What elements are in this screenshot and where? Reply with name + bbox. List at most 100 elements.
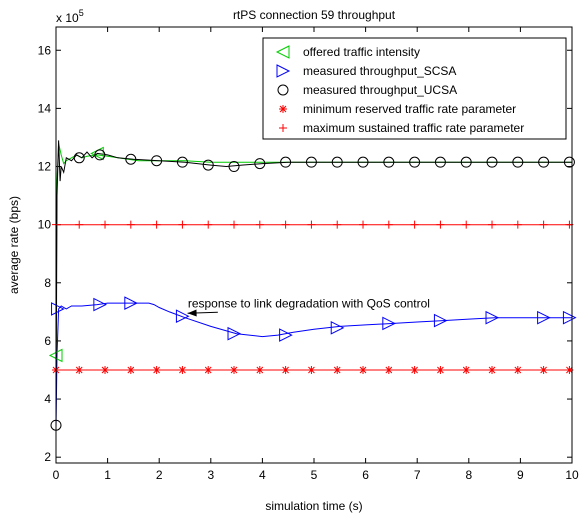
legend-marker-measured-throughput-ucsa xyxy=(277,84,289,96)
x-tick-label: 2 xyxy=(156,468,163,482)
series-marker-measured-throughput-ucsa xyxy=(305,156,317,168)
plot-frame xyxy=(55,26,573,464)
x-tick-label: 10 xyxy=(565,468,579,482)
legend-marker-minimum-reserved-traffic-rate-parameter xyxy=(279,105,287,113)
series-marker-minimum-reserved-traffic-rate-parameter xyxy=(152,365,161,374)
series-markers xyxy=(48,146,577,431)
y-axis-label: average rate (bps) xyxy=(7,196,21,294)
series-marker-minimum-reserved-traffic-rate-parameter xyxy=(281,365,290,374)
series-marker-measured-throughput-ucsa xyxy=(434,156,446,168)
series-marker-maximum-sustained-traffic-rate-parameter xyxy=(410,220,419,229)
series-marker-maximum-sustained-traffic-rate-parameter xyxy=(488,220,497,229)
series-marker-measured-throughput-scsa xyxy=(330,321,345,335)
series-marker-minimum-reserved-traffic-rate-parameter xyxy=(101,365,110,374)
series-marker-minimum-reserved-traffic-rate-parameter xyxy=(230,365,239,374)
y-axis-ticks: 2 4 6 8 10 12 14 16 xyxy=(38,43,572,464)
series-marker-measured-throughput-scsa xyxy=(93,297,107,312)
series-marker-measured-throughput-ucsa xyxy=(228,161,240,173)
series-marker-maximum-sustained-traffic-rate-parameter xyxy=(75,220,84,229)
series-marker-measured-throughput-ucsa xyxy=(280,156,292,168)
x-tick-label: 4 xyxy=(259,468,266,482)
series-marker-measured-throughput-ucsa xyxy=(486,156,498,168)
series-marker-measured-throughput-ucsa xyxy=(125,153,137,165)
x-axis-label: simulation time (s) xyxy=(265,499,362,513)
x-tick-label: 7 xyxy=(414,468,421,482)
series-marker-maximum-sustained-traffic-rate-parameter xyxy=(513,220,522,229)
legend-label: maximum sustained traffic rate parameter xyxy=(303,121,524,135)
series-marker-measured-throughput-ucsa xyxy=(151,155,163,167)
series-marker-maximum-sustained-traffic-rate-parameter xyxy=(359,220,368,229)
series-marker-maximum-sustained-traffic-rate-parameter xyxy=(255,220,264,229)
y-tick-label: 8 xyxy=(44,276,51,290)
series-marker-minimum-reserved-traffic-rate-parameter xyxy=(539,365,548,374)
series-marker-maximum-sustained-traffic-rate-parameter xyxy=(436,220,445,229)
y-exponent-label: x 105 xyxy=(56,8,84,25)
series-marker-measured-throughput-scsa xyxy=(124,296,138,310)
series-marker-measured-throughput-scsa xyxy=(382,316,396,331)
series-marker-maximum-sustained-traffic-rate-parameter xyxy=(539,220,548,229)
series-marker-minimum-reserved-traffic-rate-parameter xyxy=(204,365,213,374)
x-tick-label: 5 xyxy=(311,468,318,482)
series-marker-measured-throughput-ucsa xyxy=(331,156,343,168)
series-marker-maximum-sustained-traffic-rate-parameter xyxy=(230,220,239,229)
series-marker-minimum-reserved-traffic-rate-parameter xyxy=(126,365,135,374)
series-marker-minimum-reserved-traffic-rate-parameter xyxy=(410,365,419,374)
legend-label: measured throughput_UCSA xyxy=(303,83,457,97)
series-marker-measured-throughput-ucsa xyxy=(254,158,266,170)
series-marker-measured-throughput-scsa xyxy=(537,310,551,325)
series-marker-minimum-reserved-traffic-rate-parameter xyxy=(565,365,574,374)
series-marker-measured-throughput-ucsa xyxy=(538,156,550,168)
legend-marker-maximum-sustained-traffic-rate-parameter xyxy=(279,124,287,132)
series-marker-minimum-reserved-traffic-rate-parameter xyxy=(488,365,497,374)
series-line-measured-throughput-scsa xyxy=(55,302,572,429)
y-tick-label: 14 xyxy=(38,101,52,115)
legend-label: minimum reserved traffic rate parameter xyxy=(303,102,516,116)
series-marker-measured-throughput-ucsa xyxy=(176,156,188,168)
series-marker-maximum-sustained-traffic-rate-parameter xyxy=(204,220,213,229)
series-marker-measured-throughput-scsa xyxy=(175,309,190,324)
legend-label: measured throughput_SCSA xyxy=(303,64,456,78)
x-tick-label: 3 xyxy=(207,468,214,482)
series-marker-minimum-reserved-traffic-rate-parameter xyxy=(436,365,445,374)
series-marker-measured-throughput-ucsa xyxy=(409,156,421,168)
series-marker-measured-throughput-ucsa xyxy=(460,156,472,168)
series-marker-minimum-reserved-traffic-rate-parameter xyxy=(513,365,522,374)
x-tick-label: 9 xyxy=(517,468,524,482)
annotation-arrow-head xyxy=(187,309,197,317)
chart-title: rtPS connection 59 throughput xyxy=(233,8,396,22)
series-marker-minimum-reserved-traffic-rate-parameter xyxy=(307,365,316,374)
annotation: response to link degradation with QoS co… xyxy=(187,296,430,317)
series-marker-maximum-sustained-traffic-rate-parameter xyxy=(101,220,110,229)
series-marker-maximum-sustained-traffic-rate-parameter xyxy=(333,220,342,229)
series-marker-measured-throughput-ucsa xyxy=(383,156,395,168)
series-marker-maximum-sustained-traffic-rate-parameter xyxy=(384,220,393,229)
series-marker-minimum-reserved-traffic-rate-parameter xyxy=(359,365,368,374)
x-tick-label: 0 xyxy=(53,468,60,482)
x-tick-label: 6 xyxy=(362,468,369,482)
y-exponent-base: x 10 xyxy=(56,11,79,25)
y-tick-label: 10 xyxy=(38,218,52,232)
series-marker-maximum-sustained-traffic-rate-parameter xyxy=(126,220,135,229)
series-marker-measured-throughput-ucsa xyxy=(512,156,524,168)
y-tick-label: 4 xyxy=(44,392,51,406)
series-marker-measured-throughput-ucsa xyxy=(202,159,214,171)
series-marker-maximum-sustained-traffic-rate-parameter xyxy=(152,220,161,229)
series-marker-measured-throughput-scsa xyxy=(485,310,500,325)
series-marker-measured-throughput-scsa xyxy=(227,326,242,341)
series-marker-minimum-reserved-traffic-rate-parameter xyxy=(333,365,342,374)
annotation-text: response to link degradation with QoS co… xyxy=(188,296,430,310)
y-tick-label: 16 xyxy=(38,43,52,57)
x-axis-ticks: 0 1 2 3 4 5 6 7 8 9 10 xyxy=(53,27,579,482)
series-marker-minimum-reserved-traffic-rate-parameter xyxy=(255,365,264,374)
series-marker-measured-throughput-scsa xyxy=(279,328,293,342)
series-marker-measured-throughput-scsa xyxy=(562,310,577,325)
series-marker-maximum-sustained-traffic-rate-parameter xyxy=(178,220,187,229)
y-tick-label: 6 xyxy=(44,334,51,348)
x-tick-label: 1 xyxy=(104,468,111,482)
series-marker-measured-throughput-ucsa xyxy=(73,152,85,164)
series-marker-measured-throughput-ucsa xyxy=(357,156,369,168)
series-marker-maximum-sustained-traffic-rate-parameter xyxy=(281,220,290,229)
y-exponent-power: 5 xyxy=(79,8,84,18)
series-marker-measured-throughput-ucsa xyxy=(563,156,575,168)
